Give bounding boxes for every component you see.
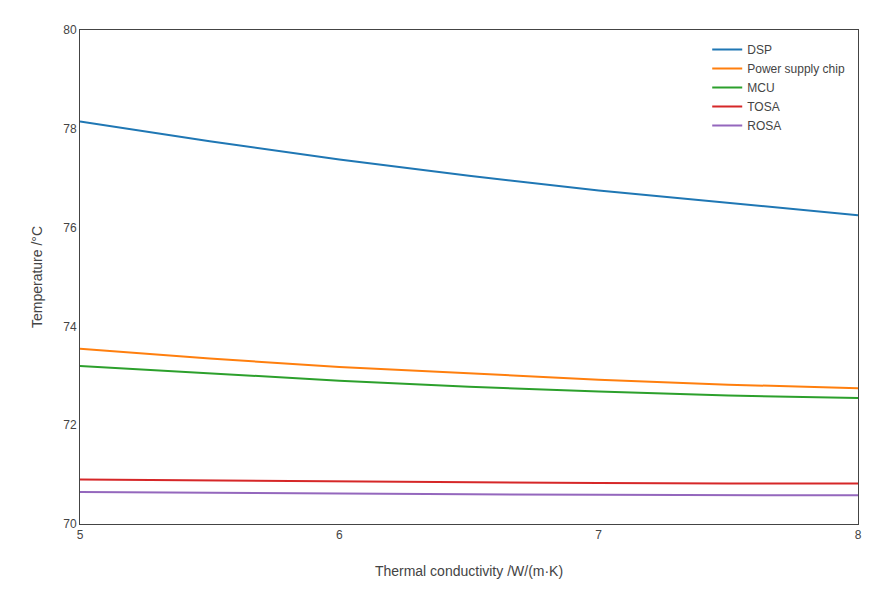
svg-text:MCU: MCU [747,81,774,95]
svg-text:ROSA: ROSA [747,119,781,133]
svg-text:78: 78 [63,122,77,136]
svg-text:Power supply chip: Power supply chip [747,62,845,76]
svg-text:72: 72 [63,418,77,432]
svg-text:TOSA: TOSA [747,100,779,114]
svg-text:6: 6 [336,528,343,542]
svg-text:70: 70 [63,517,77,531]
svg-text:5: 5 [77,528,84,542]
svg-text:Temperature /°C: Temperature /°C [29,226,45,328]
svg-text:8: 8 [855,528,862,542]
svg-text:76: 76 [63,221,77,235]
svg-text:80: 80 [63,23,77,37]
svg-text:74: 74 [63,320,77,334]
svg-text:DSP: DSP [747,43,772,57]
svg-text:Thermal conductivity /W/(m·K): Thermal conductivity /W/(m·K) [375,563,563,579]
svg-text:7: 7 [595,528,602,542]
